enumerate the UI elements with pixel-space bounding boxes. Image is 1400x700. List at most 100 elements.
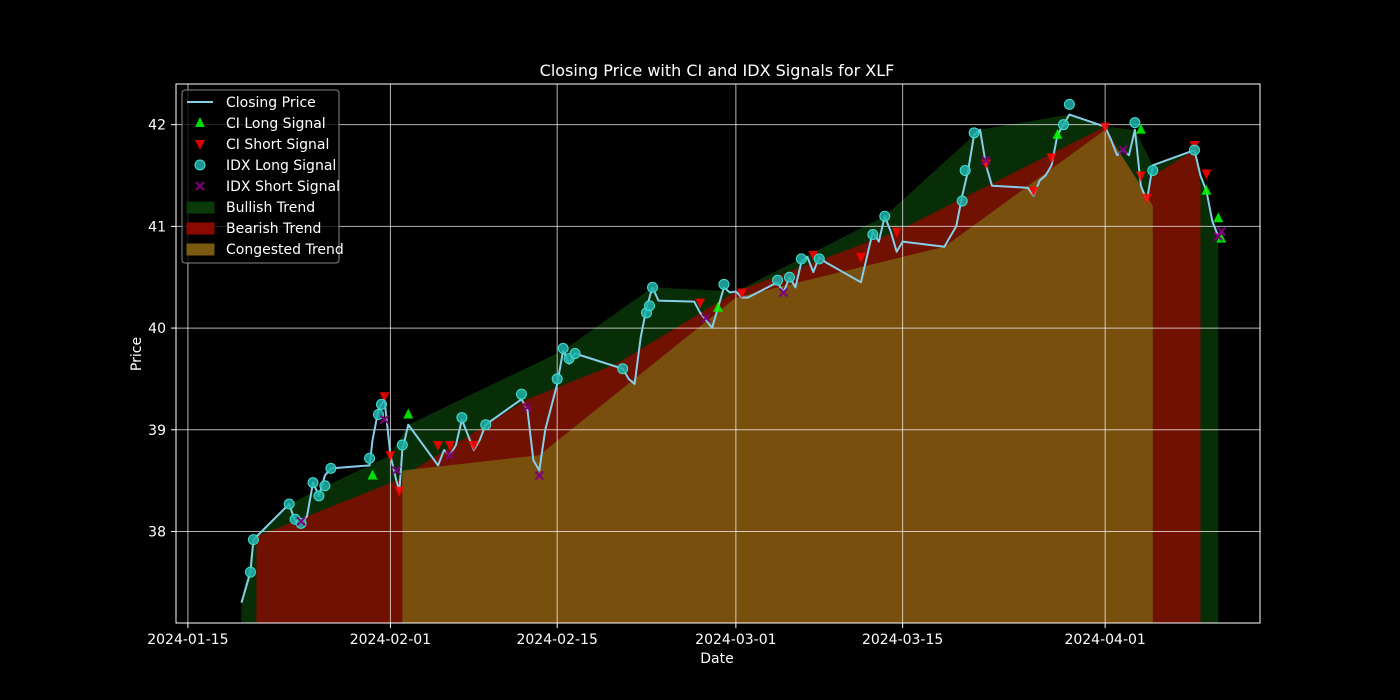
ci-long-signal-marker bbox=[367, 469, 378, 480]
ci-short-signal-marker bbox=[1201, 169, 1212, 180]
legend-label-bearish-trend: Bearish Trend bbox=[226, 221, 321, 237]
idx-long-signal-marker bbox=[515, 388, 527, 400]
legend-label-ci-short-signal: CI Short Signal bbox=[226, 137, 329, 153]
legend-swatch-ci-short-signal bbox=[195, 140, 205, 150]
legend-box bbox=[181, 89, 340, 264]
legend-swatch-ci-long-signal bbox=[195, 117, 205, 127]
ci-short-signal-marker bbox=[379, 392, 390, 403]
idx-long-signal-marker bbox=[956, 195, 968, 207]
legend-label-bullish-trend: Bullish Trend bbox=[226, 200, 315, 216]
ci-long-signal-marker bbox=[713, 301, 723, 312]
idx-short-signal-marker bbox=[701, 313, 711, 323]
idx-short-signal-marker bbox=[1118, 145, 1128, 155]
idx-long-signal-marker bbox=[1057, 119, 1069, 131]
y-tick-label: 42 bbox=[148, 118, 166, 134]
ci-short-signal-marker bbox=[1028, 186, 1039, 197]
ci-short-signal-marker bbox=[468, 441, 479, 452]
idx-long-signal-marker bbox=[867, 229, 879, 241]
idx-long-signal-marker bbox=[813, 253, 825, 265]
idx-long-signal-marker bbox=[456, 412, 468, 424]
idx-long-signal-marker bbox=[551, 373, 563, 385]
ci-long-signal-marker bbox=[1213, 212, 1224, 223]
legend-label-congested-trend: Congested Trend bbox=[226, 242, 344, 258]
signal-markers bbox=[244, 98, 1227, 578]
ci-short-signal-marker bbox=[736, 288, 747, 299]
legend: Closing Price CI Long Signal CI Short Sign… bbox=[181, 89, 344, 264]
chart-title: Closing Price with CI and IDX Signals fo… bbox=[540, 61, 895, 80]
idx-short-signal-marker bbox=[534, 470, 545, 481]
idx-long-signal-marker bbox=[244, 566, 256, 578]
idx-long-signal-marker bbox=[319, 480, 331, 492]
idx-long-signal-marker bbox=[313, 490, 325, 502]
trend-band-congested bbox=[402, 129, 1153, 623]
y-tick-label: 40 bbox=[148, 321, 166, 337]
ci-short-signal-marker bbox=[891, 227, 902, 238]
idx-long-signal-marker bbox=[1129, 117, 1141, 129]
ci-short-signal-marker bbox=[855, 252, 866, 263]
idx-long-signal-marker bbox=[283, 498, 295, 510]
legend-swatch-congested-trend bbox=[186, 243, 215, 256]
idx-long-signal-marker bbox=[307, 477, 319, 489]
x-tick-label: 2024-04-01 bbox=[1064, 632, 1145, 648]
idx-long-signal-marker bbox=[364, 452, 376, 464]
ci-short-signal-marker bbox=[385, 451, 396, 462]
idx-long-signal-marker bbox=[968, 127, 980, 139]
idx-long-signal-marker bbox=[646, 281, 658, 293]
x-tick-label: 2024-03-15 bbox=[862, 632, 943, 648]
ci-short-signal-marker bbox=[1100, 122, 1111, 133]
legend-label-closing-price: Closing Price bbox=[226, 95, 316, 111]
idx-long-signal-marker bbox=[1188, 144, 1200, 156]
legend-swatch-idx-short-signal bbox=[195, 181, 205, 191]
ci-long-signal-marker bbox=[1201, 184, 1212, 195]
idx-long-signal-marker bbox=[569, 348, 581, 359]
plot-frame bbox=[175, 83, 1261, 624]
idx-long-signal-marker bbox=[783, 271, 795, 283]
legend-label-ci-long-signal: CI Long Signal bbox=[226, 116, 326, 132]
x-axis-label: Date bbox=[700, 651, 733, 667]
idx-long-signal-marker bbox=[1147, 164, 1159, 176]
y-tick-label: 39 bbox=[148, 423, 166, 439]
ci-long-signal-marker bbox=[1135, 123, 1146, 134]
idx-short-signal-marker bbox=[445, 450, 455, 460]
trend-bands bbox=[241, 114, 1219, 623]
y-tick-label: 41 bbox=[148, 219, 166, 235]
idx-long-signal-marker bbox=[1063, 98, 1075, 110]
idx-long-signal-marker bbox=[617, 363, 629, 375]
x-tick-label: 2024-02-01 bbox=[350, 632, 431, 648]
idx-short-signal-marker bbox=[1216, 226, 1226, 237]
idx-long-signal-marker bbox=[325, 462, 337, 474]
idx-long-signal-marker bbox=[375, 398, 387, 410]
legend-swatch-bullish-trend bbox=[186, 201, 215, 214]
grid bbox=[176, 84, 1260, 623]
idx-long-signal-marker bbox=[879, 210, 891, 222]
x-axis-ticks: 2024-01-15 2024-02-01 2024-02-15 2024-03-01… bbox=[147, 623, 1146, 648]
x-tick-label: 2024-01-15 bbox=[147, 632, 228, 648]
idx-long-signal-marker bbox=[557, 342, 569, 354]
idx-long-signal-marker bbox=[480, 419, 492, 431]
x-tick-label: 2024-03-01 bbox=[695, 632, 776, 648]
legend-swatch-bearish-trend bbox=[186, 222, 215, 235]
idx-short-signal-marker bbox=[778, 287, 789, 298]
idx-long-signal-marker bbox=[295, 517, 307, 529]
idx-long-signal-marker bbox=[396, 439, 408, 451]
idx-short-signal-marker bbox=[522, 402, 533, 413]
idx-long-signal-marker bbox=[247, 534, 259, 546]
legend-label-idx-short-signal: IDX Short Signal bbox=[226, 179, 340, 195]
legend-label-idx-long-signal: IDX Long Signal bbox=[226, 158, 336, 174]
idx-short-signal-marker bbox=[296, 516, 306, 527]
idx-short-signal-marker bbox=[1213, 231, 1224, 242]
idx-short-signal-marker bbox=[379, 414, 390, 425]
idx-long-signal-marker bbox=[772, 274, 784, 286]
idx-long-signal-marker bbox=[795, 253, 807, 265]
legend-swatch-idx-long-signal bbox=[194, 159, 206, 171]
idx-long-signal-marker bbox=[718, 278, 730, 290]
ci-short-signal-marker bbox=[1046, 153, 1057, 164]
ci-short-signal-marker bbox=[444, 441, 455, 452]
idx-short-signal-marker bbox=[391, 465, 402, 476]
ci-short-signal-marker bbox=[695, 298, 706, 309]
idx-long-signal-marker bbox=[959, 164, 971, 176]
ci-long-signal-marker bbox=[1052, 128, 1063, 139]
ci-short-signal-marker bbox=[394, 486, 405, 497]
y-axis-ticks: 38 39 40 41 42 bbox=[148, 118, 176, 540]
